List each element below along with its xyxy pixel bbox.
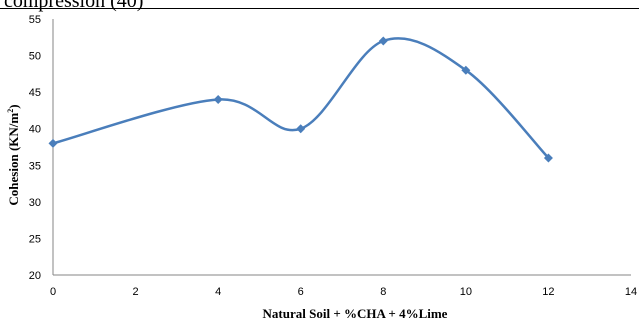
data-point-marker <box>296 124 306 134</box>
data-point-marker <box>461 65 471 75</box>
y-tick-label: 55 <box>29 14 41 26</box>
x-tick-label: 14 <box>625 286 637 298</box>
x-tick-label: 4 <box>215 286 221 298</box>
data-point-marker <box>543 153 553 163</box>
x-tick-label: 10 <box>460 286 472 298</box>
y-axis-title: Cohesion (KN/m2) <box>6 104 21 205</box>
data-point-marker <box>213 94 223 104</box>
y-axis-title-end: ) <box>6 104 21 108</box>
top-rule <box>0 8 639 9</box>
y-axis-title-superscript: 2 <box>6 109 15 113</box>
y-tick-label: 50 <box>29 51 41 63</box>
y-tick-label: 25 <box>29 233 41 245</box>
x-tick-label: 0 <box>50 286 56 298</box>
x-tick-labels: 0 2 4 6 8 10 12 14 <box>50 286 637 298</box>
y-tick-label: 35 <box>29 160 41 172</box>
header-fragment: compression (40) <box>4 0 144 12</box>
y-tick-label: 40 <box>29 124 41 136</box>
x-axis-title: Natural Soil + %CHA + 4%Lime <box>263 306 448 321</box>
y-tick-labels: 20 25 30 35 40 45 50 55 <box>29 14 41 282</box>
series-markers <box>48 36 553 163</box>
y-tick-label: 30 <box>29 197 41 209</box>
chart-axes <box>52 19 631 276</box>
x-tick-label: 8 <box>380 286 386 298</box>
x-tick-label: 12 <box>542 286 554 298</box>
data-point-marker <box>48 138 58 148</box>
y-tick-label: 20 <box>29 270 41 282</box>
y-tick-label: 45 <box>29 87 41 99</box>
data-point-marker <box>378 36 388 46</box>
x-tick-label: 2 <box>133 286 139 298</box>
y-axis-title-main: Cohesion (KN/m <box>6 113 21 206</box>
x-tick-label: 6 <box>298 286 304 298</box>
series-line <box>52 37 550 159</box>
